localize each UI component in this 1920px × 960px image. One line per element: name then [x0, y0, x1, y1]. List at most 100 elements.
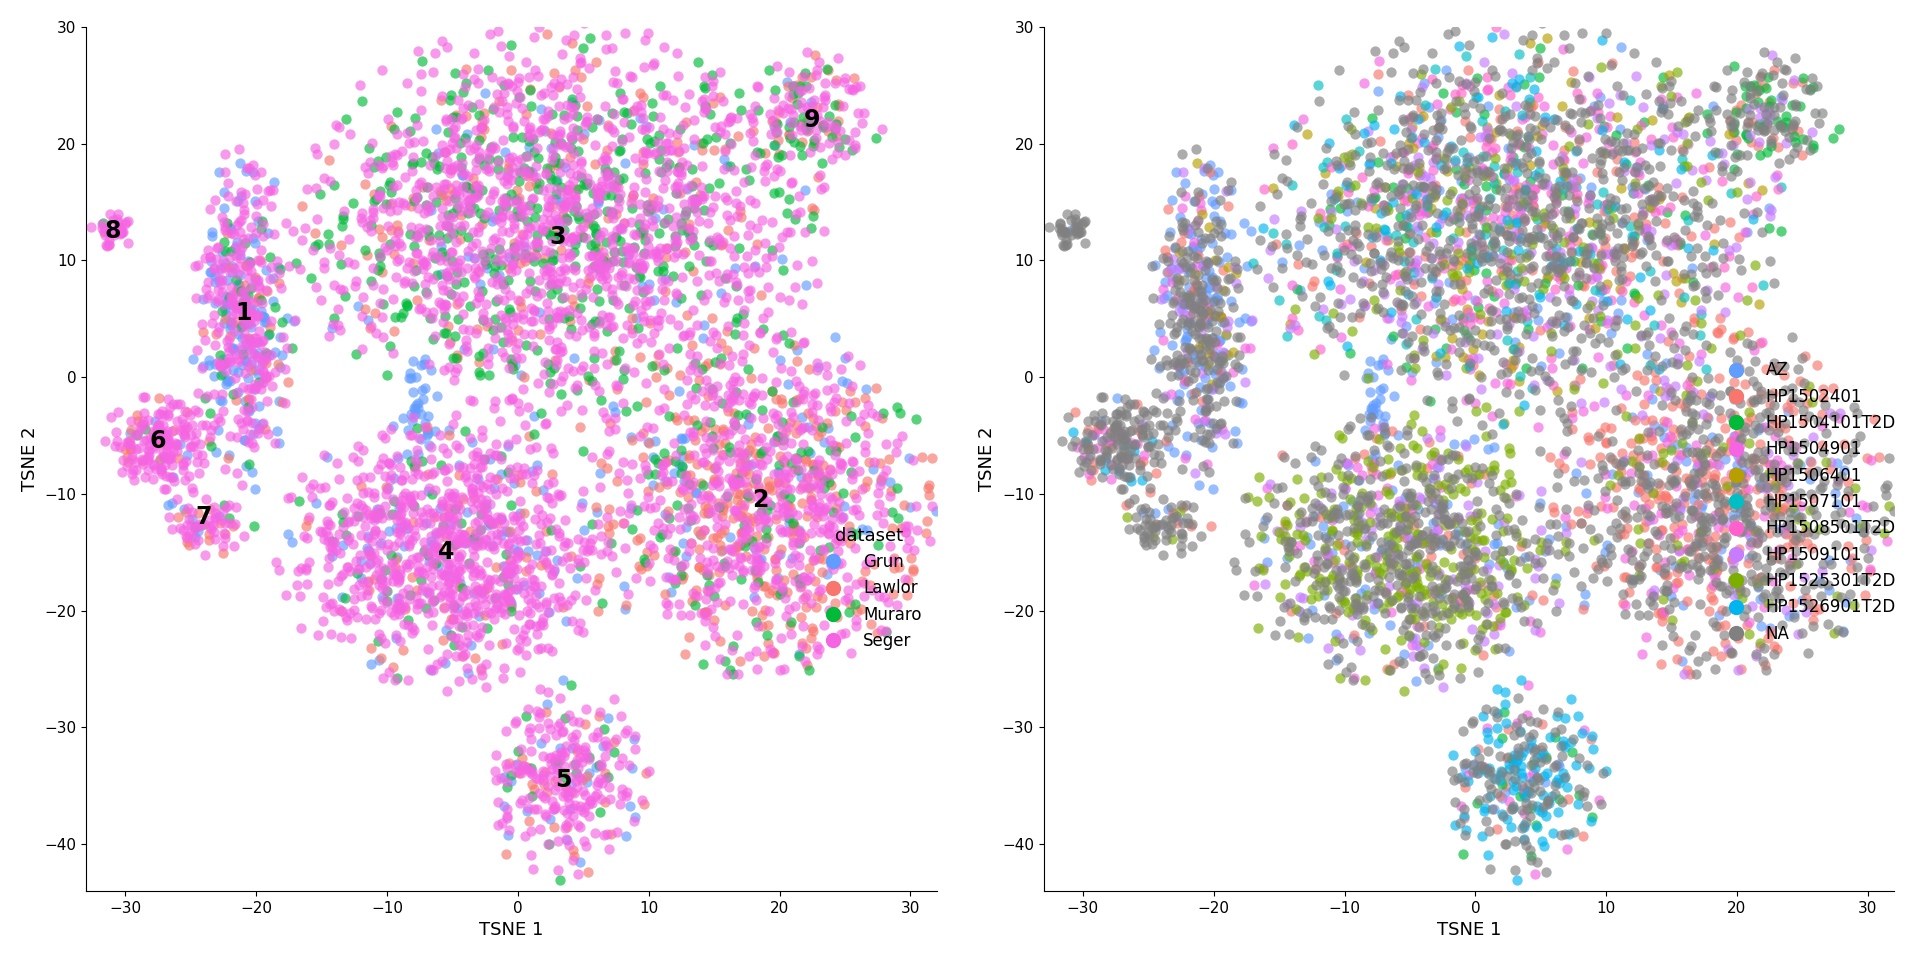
Point [549, 159, 580, 175]
Point [409, 535, 440, 550]
Point [1419, 179, 1450, 194]
Point [570, 570, 601, 586]
Point [1567, 105, 1597, 120]
Point [718, 478, 749, 493]
Point [1532, 30, 1563, 45]
Point [764, 521, 795, 537]
Point [1578, 742, 1609, 757]
Point [417, 440, 447, 455]
Point [1407, 61, 1438, 77]
Point [574, 60, 605, 76]
Point [728, 387, 758, 402]
Point [1476, 283, 1507, 299]
Point [520, 209, 551, 225]
Point [547, 723, 578, 738]
Point [1601, 347, 1632, 362]
Point [862, 507, 893, 522]
Point [1169, 295, 1200, 310]
Point [1465, 518, 1496, 534]
Point [1175, 264, 1206, 279]
Point [1501, 263, 1532, 278]
Point [1509, 817, 1540, 832]
Point [1540, 281, 1571, 297]
Point [666, 155, 697, 170]
Point [1413, 561, 1444, 576]
Point [449, 527, 480, 542]
Point [198, 369, 228, 384]
Point [1415, 549, 1446, 564]
Point [1402, 559, 1432, 574]
Point [541, 833, 572, 849]
Point [1751, 405, 1782, 420]
Point [626, 561, 657, 576]
Point [511, 285, 541, 300]
Point [1104, 460, 1135, 475]
Point [1663, 285, 1693, 300]
Point [1653, 253, 1684, 269]
Point [1730, 376, 1761, 392]
Point [534, 160, 564, 176]
Point [1190, 401, 1221, 417]
Point [545, 180, 576, 195]
Point [1453, 172, 1484, 187]
Point [1046, 228, 1077, 243]
Point [676, 477, 707, 492]
Point [1716, 137, 1747, 153]
Point [1160, 410, 1190, 425]
Point [1596, 449, 1626, 465]
Point [676, 338, 707, 353]
Point [684, 526, 714, 541]
Point [428, 301, 459, 317]
Point [221, 499, 252, 515]
Point [1371, 228, 1402, 244]
Point [1538, 183, 1569, 199]
Point [1402, 457, 1432, 472]
Point [1716, 551, 1747, 566]
Point [1357, 460, 1388, 475]
Point [689, 102, 720, 117]
Point [132, 463, 163, 478]
Point [787, 591, 818, 607]
Point [495, 193, 526, 208]
Point [198, 517, 228, 533]
Point [447, 588, 478, 604]
Point [1540, 240, 1571, 255]
Point [405, 488, 436, 503]
Point [1745, 109, 1776, 125]
Point [676, 324, 707, 340]
Point [1423, 521, 1453, 537]
Point [179, 439, 209, 454]
Point [1590, 230, 1620, 246]
Point [568, 833, 599, 849]
Point [1640, 274, 1670, 289]
Point [501, 196, 532, 211]
Point [1428, 554, 1459, 569]
Point [1478, 233, 1509, 249]
Point [584, 112, 614, 128]
Point [664, 368, 695, 383]
Point [1473, 606, 1503, 621]
Point [591, 509, 622, 524]
Point [386, 239, 417, 254]
Point [1563, 787, 1594, 803]
Point [1624, 223, 1655, 238]
Point [515, 616, 545, 632]
Point [190, 492, 221, 507]
Point [509, 532, 540, 547]
Point [580, 137, 611, 153]
Point [1367, 145, 1398, 160]
Point [1682, 538, 1713, 553]
Point [1373, 157, 1404, 173]
Point [672, 396, 703, 412]
Point [286, 561, 317, 576]
Point [1450, 591, 1480, 607]
Point [459, 250, 490, 265]
Point [693, 490, 724, 505]
Point [1300, 439, 1331, 454]
Point [1402, 231, 1432, 247]
Point [737, 388, 768, 403]
Point [1175, 258, 1206, 274]
Point [837, 454, 868, 469]
Point [1611, 156, 1642, 172]
Point [342, 610, 372, 625]
